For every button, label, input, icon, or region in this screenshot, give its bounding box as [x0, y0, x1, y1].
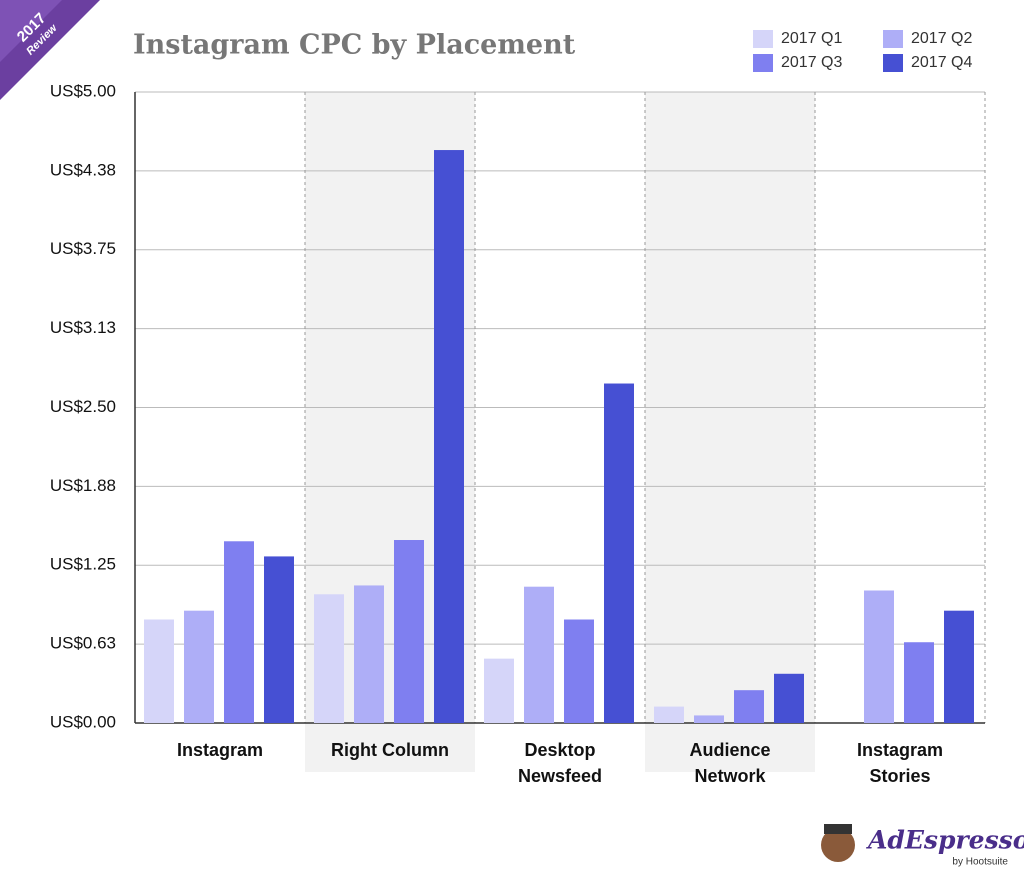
- bar: [904, 642, 934, 723]
- logo-sub: by Hootsuite: [952, 857, 1008, 868]
- bar: [224, 541, 254, 723]
- bar: [864, 590, 894, 723]
- x-tick-label: Instagram Stories: [856, 740, 944, 786]
- logo-text: AdEspresso: [866, 826, 1024, 855]
- bar: [774, 673, 804, 723]
- y-tick-label: US$2.50: [50, 397, 116, 416]
- plot: US$0.00 US$0.63 US$1.25 US$1.88 US$2.50 US$3.…: [50, 81, 986, 772]
- legend-label: 2017 Q3: [781, 54, 843, 71]
- legend-swatch: [753, 54, 773, 72]
- x-tick-label: Right Column: [331, 740, 449, 760]
- legend-swatch: [883, 30, 903, 48]
- legend-item: 2017 Q1: [753, 30, 842, 48]
- x-tick-label: Audience Network: [689, 740, 771, 786]
- legend-item: 2017 Q2: [883, 30, 972, 48]
- bar: [144, 619, 174, 723]
- bar: [654, 706, 684, 723]
- x-tick-label: Desktop Newsfeed: [517, 740, 603, 786]
- bar: [734, 690, 764, 723]
- legend-item: 2017 Q3: [753, 54, 842, 72]
- bar: [314, 594, 344, 723]
- chart-title: Instagram CPC by Placement: [133, 30, 576, 61]
- y-tick-label: US$3.13: [50, 318, 116, 337]
- bar: [604, 383, 634, 723]
- bar: [264, 556, 294, 723]
- bar: [484, 658, 514, 723]
- legend-swatch: [753, 30, 773, 48]
- y-tick-label: US$0.00: [50, 712, 116, 731]
- y-tick-label: US$5.00: [50, 81, 116, 100]
- corner-badge: 2017 Review: [0, 0, 100, 100]
- bar: [944, 610, 974, 723]
- bar: [394, 540, 424, 723]
- x-tick-label: Instagram: [176, 740, 264, 760]
- bar: [184, 610, 214, 723]
- legend-label: 2017 Q4: [911, 54, 973, 71]
- logo-mascot: [821, 828, 855, 862]
- band-shade: [645, 92, 815, 772]
- badge-inner: [0, 0, 62, 62]
- bar: [694, 715, 724, 723]
- bar: [434, 150, 464, 723]
- legend-label: 2017 Q2: [911, 30, 973, 47]
- bar: [564, 619, 594, 723]
- y-tick-label: US$1.25: [50, 555, 116, 574]
- y-tick-label: US$1.88: [50, 476, 116, 495]
- bar: [354, 585, 384, 723]
- legend-label: 2017 Q1: [781, 30, 843, 47]
- logo: AdEspresso by Hootsuite: [821, 824, 1024, 868]
- legend-item: 2017 Q4: [883, 54, 972, 72]
- logo-hat: [824, 824, 852, 834]
- y-tick-label: US$4.38: [50, 160, 116, 179]
- bar: [524, 586, 554, 723]
- legend-swatch: [883, 54, 903, 72]
- y-tick-label: US$0.63: [50, 634, 116, 653]
- y-tick-label: US$3.75: [50, 239, 116, 258]
